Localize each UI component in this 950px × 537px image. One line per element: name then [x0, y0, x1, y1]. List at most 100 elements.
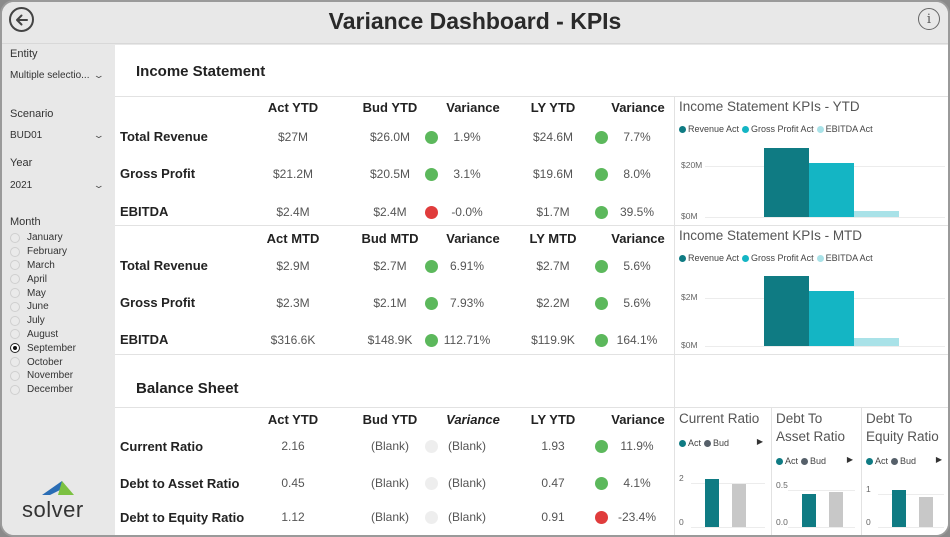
- legend-dot: [776, 457, 783, 465]
- y-tick-label: 0: [679, 517, 684, 527]
- month-option-label: March: [27, 259, 55, 271]
- column-header: Variance: [446, 412, 500, 427]
- legend-more-arrow-icon[interactable]: ▶: [935, 455, 942, 464]
- radio-button[interactable]: [10, 288, 20, 299]
- radio-button[interactable]: [10, 315, 20, 326]
- cell-ly: $19.6M: [532, 167, 574, 181]
- cell-variance: (Blank): [447, 476, 486, 490]
- year-dropdown[interactable]: 2021 ⌄: [10, 176, 106, 194]
- bar-second[interactable]: [732, 484, 746, 527]
- bar-revenue-act[interactable]: [764, 147, 809, 217]
- bar-act[interactable]: [892, 489, 906, 527]
- legend-item[interactable]: Bud: [891, 456, 916, 466]
- month-option-label: December: [27, 384, 74, 396]
- debt-to-equity-chart: Debt To Equity Ratio Act Bud ▶ 0 1: [862, 408, 948, 535]
- month-option-september[interactable]: September: [10, 341, 76, 355]
- radio-button[interactable]: [10, 357, 20, 368]
- cell-variance: 6.91%: [449, 259, 485, 273]
- column-header: Variance: [446, 231, 500, 246]
- radio-button[interactable]: [10, 384, 20, 395]
- month-option-april[interactable]: April: [10, 272, 76, 286]
- cell-variance: 4.1%: [623, 476, 651, 490]
- radio-button[interactable]: [10, 246, 20, 257]
- month-option-january[interactable]: January: [10, 231, 76, 245]
- legend-item[interactable]: Gross Profit Act: [742, 124, 814, 134]
- legend-item[interactable]: Revenue Act: [679, 253, 739, 263]
- radio-button[interactable]: [10, 274, 20, 285]
- divider: [771, 408, 772, 535]
- status-indicator-red: [425, 206, 438, 219]
- status-indicator-green: [595, 477, 608, 490]
- cell-bud: $2.7M: [373, 259, 407, 273]
- scenario-dropdown[interactable]: BUD01 ⌄: [10, 126, 106, 144]
- status-indicator-green: [595, 440, 608, 453]
- bar-ebitda-act[interactable]: [854, 210, 899, 217]
- month-option-july[interactable]: July: [10, 314, 76, 328]
- status-indicator-green: [595, 206, 608, 219]
- status-indicator-red: [595, 511, 608, 524]
- cell-variance: 7.7%: [623, 130, 651, 144]
- legend-item[interactable]: Act: [679, 438, 701, 448]
- month-option-march[interactable]: March: [10, 259, 76, 273]
- status-indicator-green: [425, 297, 438, 310]
- legend-item[interactable]: Bud: [801, 456, 826, 466]
- y-tick-label: $2M: [681, 291, 698, 302]
- legend-item[interactable]: EBITDA Act: [816, 124, 873, 134]
- legend-item[interactable]: Gross Profit Act: [742, 253, 814, 263]
- column-header: Act YTD: [267, 100, 319, 115]
- income-ytd-table: Act YTD Bud YTD Variance LY YTD Variance Tota…: [115, 97, 675, 225]
- bar-gross-profit-act[interactable]: [809, 290, 854, 346]
- bar-gross-profit-act[interactable]: [809, 162, 854, 217]
- radio-button[interactable]: [10, 329, 20, 340]
- month-option-label: August: [27, 328, 59, 340]
- month-option-june[interactable]: June: [10, 300, 76, 314]
- legend-more-arrow-icon[interactable]: ▶: [846, 455, 853, 464]
- chevron-down-icon: ⌄: [93, 69, 106, 80]
- column-header: Act YTD: [267, 412, 319, 427]
- legend-item[interactable]: Act: [776, 456, 798, 466]
- legend-item[interactable]: EBITDA Act: [816, 253, 873, 263]
- entity-dropdown[interactable]: Multiple selectio... ⌄: [10, 66, 106, 84]
- radio-button[interactable]: [10, 232, 20, 243]
- legend-label: Revenue Act: [688, 253, 740, 263]
- current-ratio-chart: Current Ratio Act Bud ▶ 0 2: [675, 408, 771, 535]
- cell-variance: 5.6%: [623, 259, 651, 273]
- radio-button[interactable]: [10, 343, 20, 354]
- month-option-february[interactable]: February: [10, 245, 76, 259]
- radio-button[interactable]: [10, 260, 20, 271]
- cell-act: $21.2M: [272, 167, 314, 181]
- bar-ebitda-act[interactable]: [854, 338, 899, 346]
- legend-label: Gross Profit Act: [751, 253, 814, 263]
- legend-item[interactable]: Revenue Act: [679, 124, 739, 134]
- cell-bud: $20.5M: [369, 167, 411, 181]
- month-option-october[interactable]: October: [10, 355, 76, 369]
- month-option-august[interactable]: August: [10, 328, 76, 342]
- y-tick-label: $0M: [681, 211, 698, 221]
- chart-legend: Revenue Act Gross Profit Act EBITDA Act: [679, 124, 876, 134]
- gridline: [691, 482, 765, 484]
- bar-second[interactable]: [919, 496, 933, 527]
- bar-act[interactable]: [705, 479, 719, 527]
- scenario-label: Scenario: [10, 108, 54, 120]
- legend-dot: [816, 125, 824, 133]
- month-label: Month: [10, 216, 41, 228]
- column-header: Variance: [611, 100, 665, 115]
- bar-second[interactable]: [829, 492, 843, 527]
- info-button[interactable]: i: [918, 8, 940, 30]
- month-option-december[interactable]: December: [10, 383, 76, 397]
- legend-more-arrow-icon[interactable]: ▶: [756, 437, 763, 446]
- solver-logo: solver: [22, 477, 92, 527]
- radio-button[interactable]: [10, 370, 20, 381]
- bar-revenue-act[interactable]: [764, 276, 809, 346]
- cell-act: 1.12: [281, 510, 305, 524]
- month-option-november[interactable]: November: [10, 369, 76, 383]
- legend-item[interactable]: Act: [866, 456, 888, 466]
- cell-variance: 3.1%: [453, 167, 481, 181]
- month-option-may[interactable]: May: [10, 286, 76, 300]
- chart-title: Current Ratio: [679, 411, 760, 426]
- bar-act[interactable]: [802, 493, 816, 527]
- back-button[interactable]: [9, 7, 34, 32]
- radio-button[interactable]: [10, 301, 20, 312]
- gridline: [705, 217, 945, 218]
- legend-item[interactable]: Bud: [704, 438, 729, 448]
